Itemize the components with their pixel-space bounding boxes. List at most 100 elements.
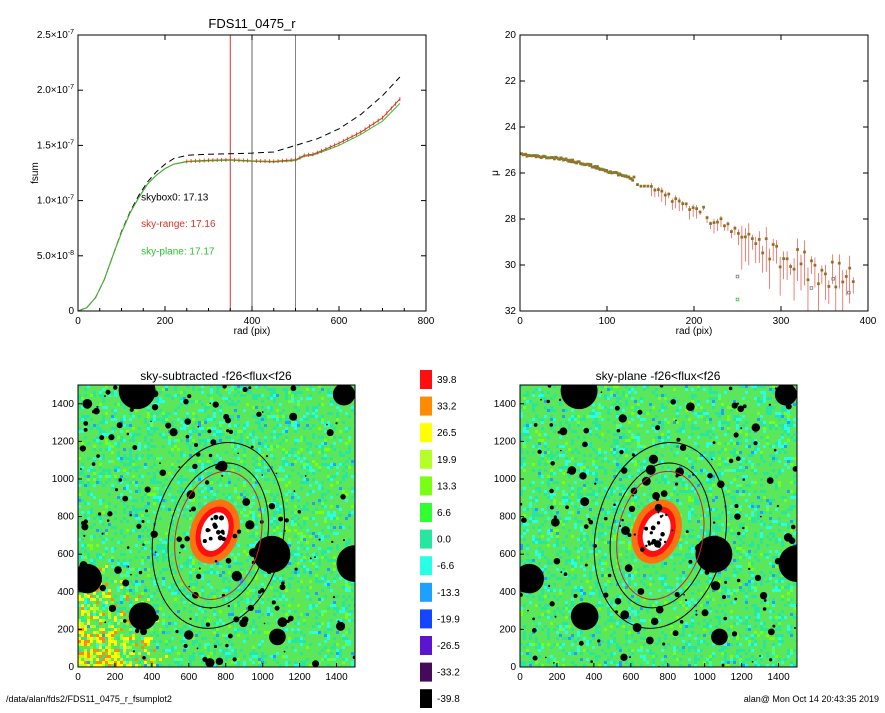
- source-mask: [152, 404, 158, 410]
- image-pixel: [255, 394, 258, 397]
- image-pixel: [327, 475, 330, 478]
- image-pixel: [105, 406, 108, 409]
- source-mask: [142, 544, 144, 546]
- image-pixel: [219, 430, 222, 433]
- image-pixel: [676, 421, 679, 424]
- image-pixel: [201, 592, 204, 595]
- image-y-tick-label: 0: [68, 662, 74, 673]
- source-mask: [135, 629, 139, 633]
- image-pixel: [781, 469, 784, 472]
- image-pixel: [303, 520, 306, 523]
- image-pixel: [793, 457, 796, 460]
- image-pixel: [321, 496, 324, 499]
- image-pixel: [261, 613, 264, 616]
- image-pixel: [793, 505, 796, 508]
- image-pixel: [177, 610, 180, 613]
- image-pixel: [144, 514, 147, 517]
- image-pixel: [129, 532, 132, 535]
- image-pixel: [138, 448, 141, 451]
- image-pixel: [730, 442, 733, 445]
- image-pixel: [219, 436, 222, 439]
- image-pixel: [610, 406, 613, 409]
- image-pixel: [102, 418, 105, 421]
- image-pixel: [261, 652, 264, 655]
- image-pixel: [294, 553, 297, 556]
- image-pixel: [339, 655, 342, 658]
- image-pixel: [757, 400, 760, 403]
- image-pixel: [144, 568, 147, 571]
- image-pixel: [745, 439, 748, 442]
- source-mask: [213, 401, 219, 407]
- image-pixel: [153, 640, 156, 643]
- image-pixel: [784, 427, 787, 430]
- image-pixel: [757, 418, 760, 421]
- mu-point-overlay: [832, 261, 834, 263]
- image-pixel: [679, 406, 682, 409]
- image-pixel: [117, 445, 120, 448]
- image-pixel: [216, 571, 219, 574]
- image-pixel: [724, 469, 727, 472]
- mu-point-overlay: [846, 276, 848, 278]
- image-pixel: [102, 628, 105, 631]
- image-pixel: [81, 655, 84, 658]
- image-pixel: [775, 442, 778, 445]
- image-pixel: [171, 649, 174, 652]
- image-pixel: [168, 508, 171, 511]
- image-pixel: [652, 418, 655, 421]
- image-pixel: [273, 388, 276, 391]
- image-pixel: [171, 562, 174, 565]
- image-pixel: [174, 571, 177, 574]
- image-pixel: [637, 436, 640, 439]
- image-pixel: [613, 499, 616, 502]
- mu-point-overlay: [706, 217, 708, 219]
- image-pixel: [96, 619, 99, 622]
- image-pixel: [300, 661, 303, 664]
- image-pixel: [754, 472, 757, 475]
- image-pixel: [306, 481, 309, 484]
- image-pixel: [342, 478, 345, 481]
- image-pixel: [105, 532, 108, 535]
- image-pixel: [763, 394, 766, 397]
- mu-y-axis-label: μ: [490, 170, 501, 176]
- image-pixel: [234, 409, 237, 412]
- image-pixel: [583, 466, 586, 469]
- image-pixel: [562, 472, 565, 475]
- image-pixel: [553, 502, 556, 505]
- image-pixel: [267, 397, 270, 400]
- image-pixel: [577, 490, 580, 493]
- image-pixel: [81, 556, 84, 559]
- image-pixel: [231, 649, 234, 652]
- image-pixel: [102, 643, 105, 646]
- image-pixel: [778, 445, 781, 448]
- image-pixel: [315, 622, 318, 625]
- image-pixel: [99, 457, 102, 460]
- image-pixel: [135, 580, 138, 583]
- image-pixel: [84, 640, 87, 643]
- image-pixel: [742, 475, 745, 478]
- mu-point-overlay: [717, 222, 719, 224]
- image-pixel: [192, 640, 195, 643]
- source-mask: [248, 386, 251, 389]
- image-pixel: [117, 613, 120, 616]
- image-pixel: [120, 610, 123, 613]
- image-pixel: [84, 643, 87, 646]
- image-pixel: [234, 433, 237, 436]
- image-pixel: [541, 427, 544, 430]
- image-pixel: [168, 631, 171, 634]
- image-pixel: [637, 424, 640, 427]
- mu-point-overlay: [616, 172, 618, 174]
- image-pixel: [351, 619, 354, 622]
- image-pixel: [592, 463, 595, 466]
- image-pixel: [156, 544, 159, 547]
- image-pixel: [144, 463, 147, 466]
- image-pixel: [117, 454, 120, 457]
- image-pixel: [225, 577, 228, 580]
- image-pixel: [144, 586, 147, 589]
- image-pixel: [216, 616, 219, 619]
- source-mask: [97, 406, 99, 408]
- image-pixel: [688, 460, 691, 463]
- image-pixel: [300, 448, 303, 451]
- image-pixel: [132, 628, 135, 631]
- image-pixel: [279, 478, 282, 481]
- image-pixel: [105, 469, 108, 472]
